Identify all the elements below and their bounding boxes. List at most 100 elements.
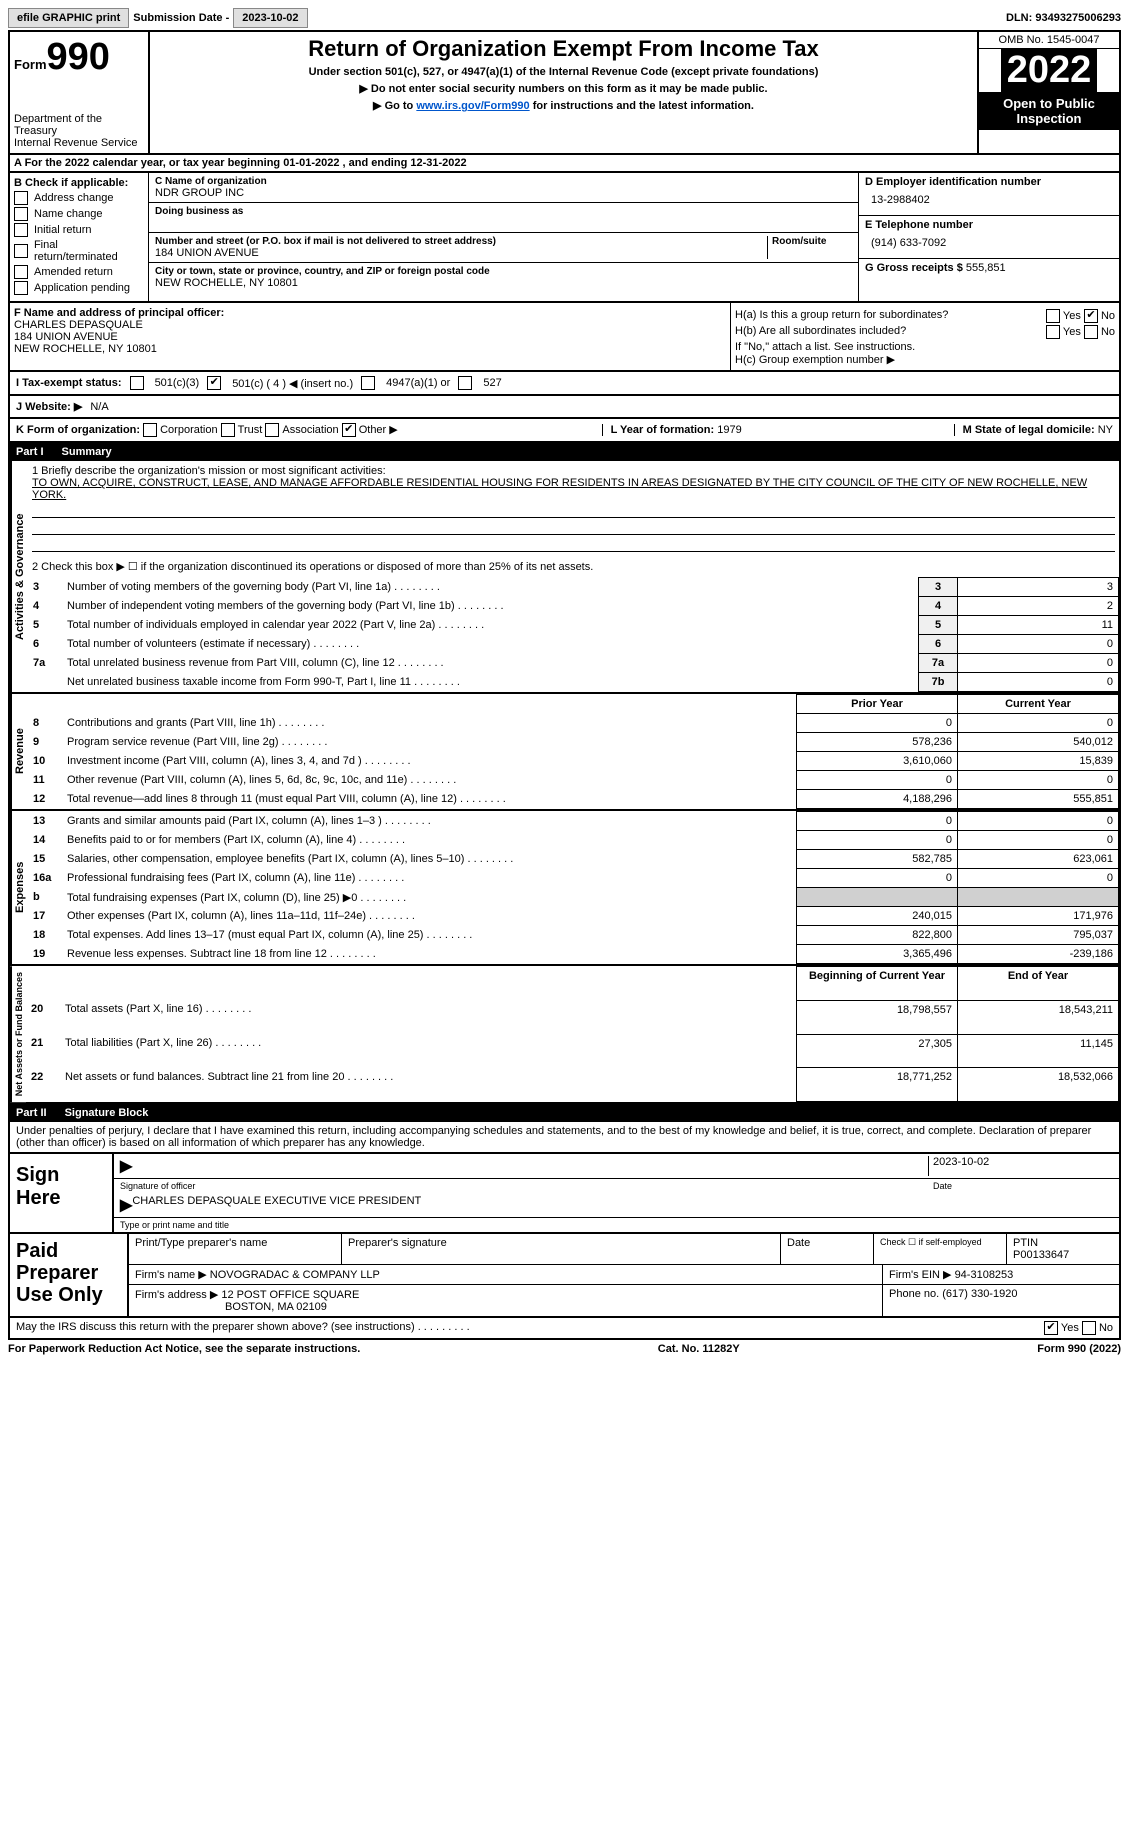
ha-yes-checkbox[interactable]	[1046, 309, 1060, 323]
trust-checkbox[interactable]	[221, 423, 235, 437]
line1-label: 1 Briefly describe the organization's mi…	[32, 465, 1115, 477]
line-text: Total expenses. Add lines 13–17 (must eq…	[62, 926, 797, 945]
final-return-checkbox[interactable]	[14, 244, 28, 258]
sig-date-label: Date	[933, 1181, 1113, 1191]
side-net-assets: Net Assets or Fund Balances	[10, 966, 26, 1102]
line-num: b	[28, 888, 62, 907]
room-label: Room/suite	[772, 236, 852, 247]
efile-print-button[interactable]: efile GRAPHIC print	[8, 8, 129, 28]
501c3-checkbox[interactable]	[130, 376, 144, 390]
prior-value: 0	[797, 812, 958, 831]
form-subtitle-2: ▶ Do not enter social security numbers o…	[154, 82, 973, 95]
assoc-checkbox[interactable]	[265, 423, 279, 437]
form-org-label: K Form of organization:	[16, 424, 140, 436]
discuss-yes-checkbox[interactable]	[1044, 1321, 1058, 1335]
line-num: 22	[26, 1068, 60, 1102]
hb-note: If "No," attach a list. See instructions…	[735, 341, 1115, 353]
irs-link[interactable]: www.irs.gov/Form990	[416, 100, 529, 112]
line-ref: 7a	[919, 654, 958, 673]
prior-value: 18,771,252	[797, 1068, 958, 1102]
current-value: 0	[958, 812, 1119, 831]
prior-value: 0	[797, 714, 958, 733]
state-domicile-value: NY	[1098, 424, 1113, 436]
cat-number: Cat. No. 11282Y	[658, 1343, 740, 1355]
tel-label: E Telephone number	[865, 219, 1113, 231]
prior-value: 3,365,496	[797, 945, 958, 964]
prior-value: 4,188,296	[797, 790, 958, 809]
line-text: Benefits paid to or for members (Part IX…	[62, 831, 797, 850]
hb-yes-checkbox[interactable]	[1046, 325, 1060, 339]
phone-value: (617) 330-1920	[942, 1288, 1017, 1300]
line-text: Salaries, other compensation, employee b…	[62, 850, 797, 869]
prior-value: 0	[797, 831, 958, 850]
sig-date-value: 2023-10-02	[928, 1156, 1113, 1176]
prior-value: 578,236	[797, 733, 958, 752]
line-value: 0	[958, 654, 1119, 673]
col-header: Prior Year	[797, 695, 958, 714]
line-num: 17	[28, 907, 62, 926]
current-value: 795,037	[958, 926, 1119, 945]
line-num: 11	[28, 771, 62, 790]
line-text: Net unrelated business taxable income fr…	[62, 673, 919, 692]
current-value: -239,186	[958, 945, 1119, 964]
dln: DLN: 93493275006293	[1006, 12, 1121, 24]
line-text: Program service revenue (Part VIII, line…	[62, 733, 797, 752]
line-num: 8	[28, 714, 62, 733]
line-text: Professional fundraising fees (Part IX, …	[62, 869, 797, 888]
irs-label: Internal Revenue Service	[14, 137, 144, 149]
col-header: End of Year	[958, 967, 1119, 1001]
omb-number: OMB No. 1545-0047	[979, 32, 1119, 49]
current-value: 15,839	[958, 752, 1119, 771]
corp-checkbox[interactable]	[143, 423, 157, 437]
address-change-checkbox[interactable]	[14, 191, 28, 205]
current-value	[958, 888, 1119, 907]
city-label: City or town, state or province, country…	[155, 266, 852, 277]
line-text: Total assets (Part X, line 16)	[60, 1000, 797, 1034]
year-formation-label: L Year of formation:	[611, 424, 718, 436]
line-text: Grants and similar amounts paid (Part IX…	[62, 812, 797, 831]
mission-text: TO OWN, ACQUIRE, CONSTRUCT, LEASE, AND M…	[32, 477, 1115, 501]
line-num: 14	[28, 831, 62, 850]
name-change-label: Name change	[34, 208, 103, 220]
line-text: Revenue less expenses. Subtract line 18 …	[62, 945, 797, 964]
dept-treasury: Department of the Treasury	[14, 113, 144, 137]
prior-value: 18,798,557	[797, 1000, 958, 1034]
amended-return-checkbox[interactable]	[14, 265, 28, 279]
address-change-label: Address change	[34, 192, 114, 204]
527-checkbox[interactable]	[458, 376, 472, 390]
dba-label: Doing business as	[155, 206, 852, 217]
hb-no-checkbox[interactable]	[1084, 325, 1098, 339]
discuss-no-checkbox[interactable]	[1082, 1321, 1096, 1335]
current-value: 540,012	[958, 733, 1119, 752]
officer-typed-name: CHARLES DEPASQUALE EXECUTIVE VICE PRESID…	[132, 1195, 421, 1215]
firm-ein-value: 94-3108253	[955, 1269, 1014, 1281]
org-name-label: C Name of organization	[155, 176, 852, 187]
ha-no-checkbox[interactable]	[1084, 309, 1098, 323]
4947-checkbox[interactable]	[361, 376, 375, 390]
part2-label: Part II	[16, 1107, 47, 1119]
current-value: 11,145	[958, 1034, 1119, 1068]
org-name: NDR GROUP INC	[155, 187, 852, 199]
line-num: 9	[28, 733, 62, 752]
line-text: Other expenses (Part IX, column (A), lin…	[62, 907, 797, 926]
line-ref: 3	[919, 578, 958, 597]
arrow-icon: ▶	[120, 1156, 132, 1176]
app-pending-checkbox[interactable]	[14, 281, 28, 295]
self-employed-label: Check ☐ if self-employed	[874, 1234, 1007, 1264]
current-value: 0	[958, 831, 1119, 850]
prior-value: 822,800	[797, 926, 958, 945]
other-checkbox[interactable]	[342, 423, 356, 437]
line-num: 15	[28, 850, 62, 869]
name-change-checkbox[interactable]	[14, 207, 28, 221]
hb-label: H(b) Are all subordinates included?	[735, 325, 906, 339]
prior-value: 582,785	[797, 850, 958, 869]
tax-year: 2022	[1001, 49, 1098, 92]
ptin-value: P00133647	[1013, 1249, 1113, 1261]
current-value: 623,061	[958, 850, 1119, 869]
line2-text: 2 Check this box ▶ ☐ if the organization…	[32, 560, 1115, 573]
officer-label: F Name and address of principal officer:	[14, 307, 726, 319]
website-value: N/A	[90, 401, 108, 413]
form-subtitle-1: Under section 501(c), 527, or 4947(a)(1)…	[154, 66, 973, 78]
initial-return-checkbox[interactable]	[14, 223, 28, 237]
501c-checkbox[interactable]	[207, 376, 221, 390]
